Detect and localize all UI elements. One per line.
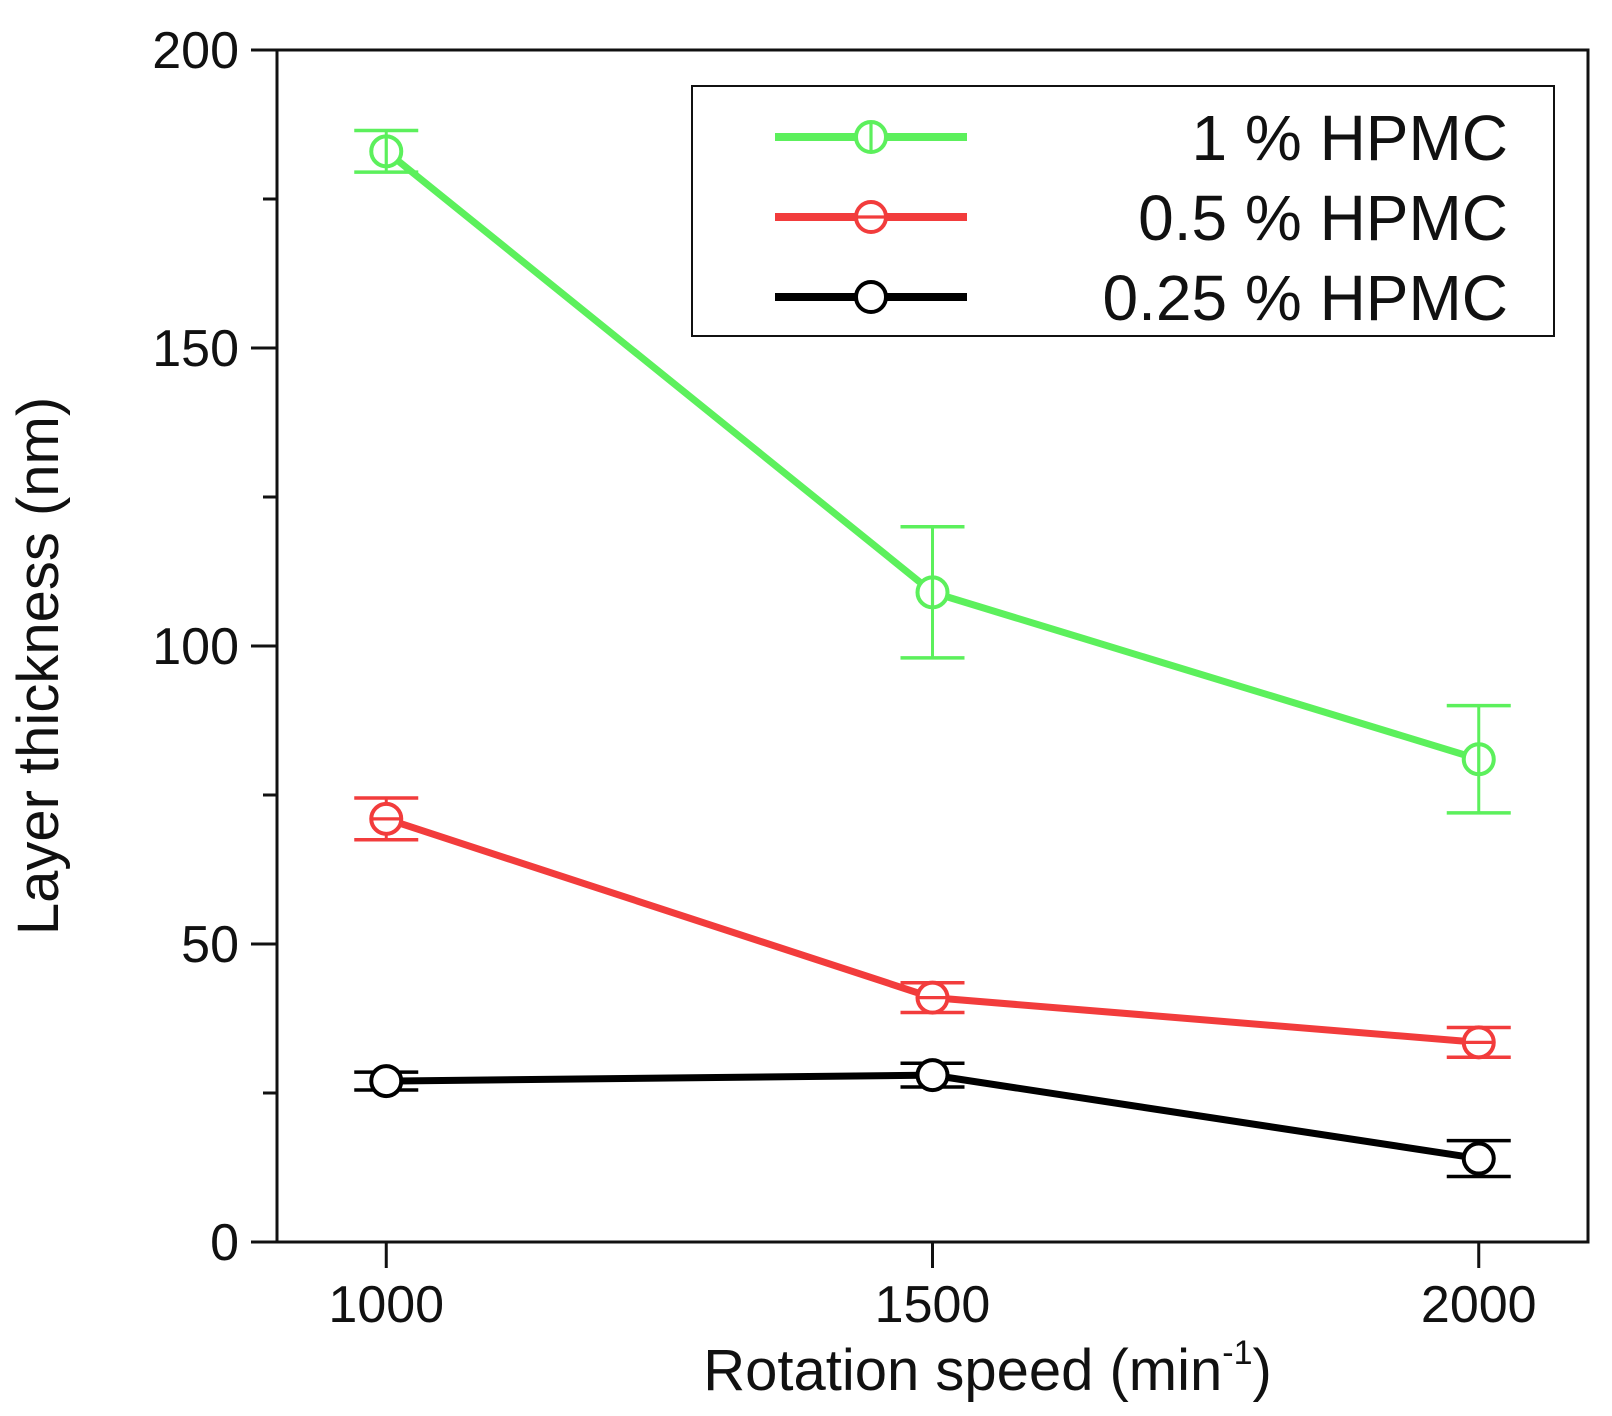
legend-label: 0.5 % HPMC — [1138, 182, 1508, 254]
data-point — [369, 1064, 404, 1099]
series-1 — [354, 796, 1511, 1060]
y-tick-label: 0 — [210, 1214, 239, 1272]
x-axis-title-superscript: -1 — [1222, 1334, 1252, 1372]
legend-label: 1 % HPMC — [1192, 102, 1509, 174]
data-point — [1461, 1141, 1496, 1176]
x-tick-label: 2000 — [1421, 1276, 1537, 1334]
y-axis-title: Layer thickness (nm) — [6, 397, 71, 935]
x-axis-ticks: 1000 1500 2000 — [328, 1242, 1537, 1334]
y-tick-label: 150 — [152, 320, 239, 378]
legend-marker — [854, 280, 888, 314]
legend-item-0: 1 % HPMC — [775, 102, 1508, 174]
series-group — [354, 128, 1511, 1179]
legend-label: 0.25 % HPMC — [1103, 262, 1508, 334]
series-2 — [354, 1058, 1511, 1179]
x-axis-title: Rotation speed (min-1) — [703, 1334, 1272, 1403]
y-tick-label: 50 — [181, 916, 239, 974]
legend-item-2: 0.25 % HPMC — [775, 262, 1508, 334]
x-axis-title-main: Rotation speed (min — [703, 1338, 1222, 1403]
legend-item-1: 0.5 % HPMC — [775, 182, 1508, 254]
y-tick-label: 100 — [152, 618, 239, 676]
series-0 — [354, 128, 1511, 815]
x-axis-title-close: ) — [1252, 1338, 1271, 1403]
y-tick-label: 200 — [152, 22, 239, 80]
y-axis-ticks: 0 50 100 150 200 — [152, 22, 277, 1272]
data-point — [915, 1058, 950, 1093]
legend: 1 % HPMC 0.5 % HPMC 0.25 % HPMC — [691, 85, 1555, 337]
x-tick-label: 1000 — [328, 1276, 444, 1334]
x-tick-label: 1500 — [875, 1276, 991, 1334]
